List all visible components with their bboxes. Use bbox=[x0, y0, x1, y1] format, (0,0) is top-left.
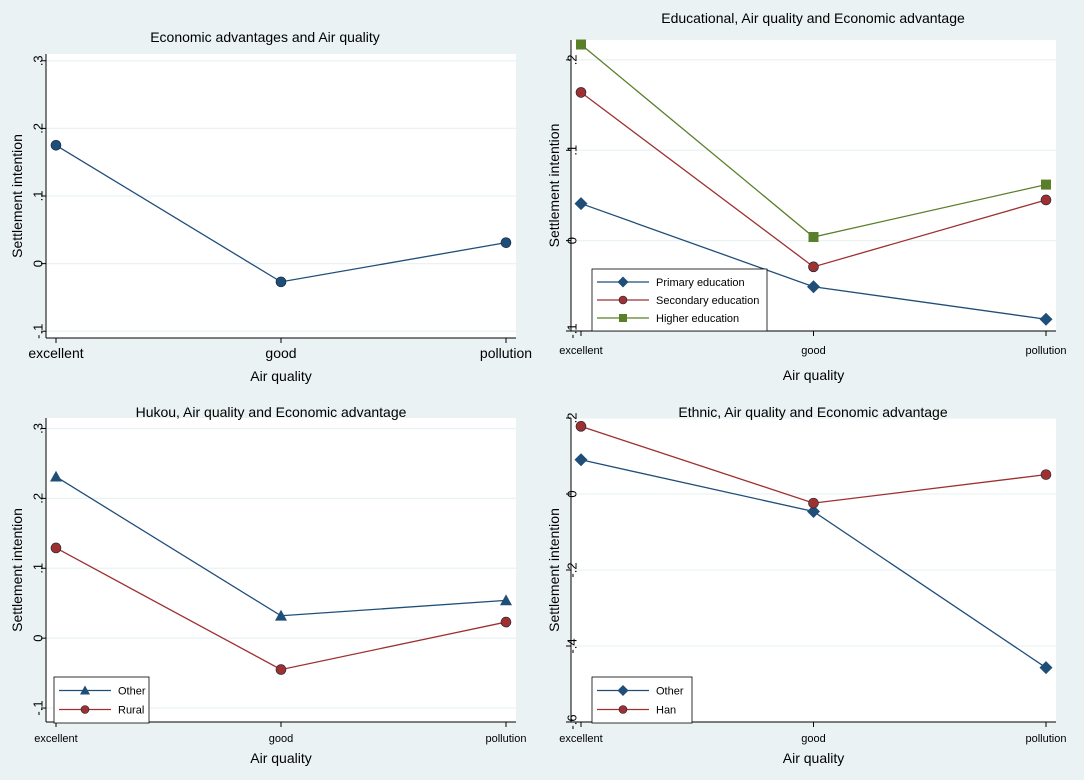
data-point bbox=[808, 497, 819, 509]
x-tick-label: pollution bbox=[486, 733, 527, 745]
y-tick-label: 0 bbox=[30, 260, 45, 267]
x-axis-label: Air quality bbox=[250, 368, 311, 384]
data-point bbox=[807, 504, 820, 518]
legend-label: Han bbox=[656, 705, 676, 717]
data-point bbox=[1041, 179, 1051, 190]
data-point bbox=[575, 87, 587, 98]
x-tick-label: good bbox=[265, 345, 296, 361]
y-tick-label: -.1 bbox=[30, 324, 45, 339]
plot-area bbox=[46, 418, 516, 722]
y-tick-label: .2 bbox=[564, 413, 579, 424]
data-point bbox=[575, 421, 587, 432]
y-axis-label: Settlement intention bbox=[9, 508, 25, 632]
y-axis-label: Settlement intention bbox=[546, 508, 562, 632]
data-point bbox=[1040, 469, 1052, 480]
chart-title: Hukou, Air quality and Economic advantag… bbox=[136, 404, 407, 420]
y-axis-label: Settlement intention bbox=[546, 124, 562, 248]
x-tick-label: good bbox=[801, 345, 825, 357]
x-tick-label: excellent bbox=[559, 345, 602, 357]
data-point bbox=[500, 594, 512, 606]
legend-label: Rural bbox=[118, 705, 144, 717]
y-tick-label: .1 bbox=[30, 563, 45, 574]
y-tick-label: 0 bbox=[564, 490, 579, 497]
data-point bbox=[807, 280, 820, 294]
y-axis-label: Settlement intention bbox=[9, 134, 25, 258]
legend: Primary education Secondary education High… bbox=[591, 268, 768, 332]
legend-label: Higher education bbox=[656, 313, 739, 325]
data-point bbox=[574, 197, 588, 211]
data-point bbox=[275, 664, 287, 675]
data-point bbox=[50, 139, 62, 151]
data-point bbox=[1039, 661, 1053, 675]
x-tick-label: pollution bbox=[1026, 733, 1067, 745]
y-tick-label: 0 bbox=[564, 237, 579, 244]
chart-title: Ethnic, Air quality and Economic advanta… bbox=[678, 404, 947, 420]
legend-marker bbox=[618, 295, 628, 305]
data-point bbox=[808, 261, 819, 273]
data-point bbox=[50, 470, 62, 482]
x-tick-label: pollution bbox=[480, 345, 532, 361]
legend: Other Han bbox=[591, 676, 693, 724]
data-point bbox=[275, 609, 287, 621]
data-point bbox=[576, 39, 586, 50]
y-tick-label: .2 bbox=[30, 123, 45, 134]
data-point bbox=[1039, 312, 1053, 326]
y-tick-label: -.2 bbox=[564, 562, 579, 577]
x-tick-label: good bbox=[801, 733, 825, 745]
y-tick-label: .3 bbox=[30, 55, 45, 66]
x-axis-label: Air quality bbox=[783, 750, 844, 766]
legend-marker bbox=[80, 705, 90, 714]
data-point bbox=[500, 237, 512, 248]
y-tick-label: -.4 bbox=[564, 638, 579, 653]
y-tick-label: .1 bbox=[564, 145, 579, 156]
legend-label: Other bbox=[118, 686, 146, 698]
y-tick-label: .2 bbox=[30, 493, 45, 504]
y-tick-label: .2 bbox=[564, 54, 579, 65]
chart-panel-3: -.1 0 .1 .2 .3 excellent good pollution Hukou, A… bbox=[0, 390, 542, 780]
x-tick-label: excellent bbox=[28, 345, 83, 361]
legend-box bbox=[53, 676, 150, 724]
y-tick-label: .1 bbox=[30, 191, 45, 202]
data-point bbox=[574, 453, 588, 467]
y-tick-label: .3 bbox=[30, 423, 45, 434]
legend-marker bbox=[617, 685, 629, 696]
legend-label: Other bbox=[656, 686, 684, 698]
legend-label: Primary education bbox=[656, 277, 745, 289]
data-point bbox=[500, 616, 512, 628]
y-tick-label: 0 bbox=[30, 635, 45, 642]
chart-title: Educational, Air quality and Economic ad… bbox=[661, 10, 965, 26]
chart-panel-1: -.1 0 .1 .2 .3 excellent good pollution Economic… bbox=[0, 0, 542, 390]
x-axis-label: Air quality bbox=[783, 367, 844, 383]
x-tick-label: excellent bbox=[559, 733, 602, 745]
legend-marker bbox=[617, 276, 629, 288]
data-point bbox=[1040, 194, 1052, 206]
y-tick-label: -.1 bbox=[30, 700, 45, 715]
data-point bbox=[808, 232, 819, 243]
legend-label: Secondary education bbox=[656, 295, 759, 307]
legend-marker bbox=[618, 705, 628, 714]
x-tick-label: pollution bbox=[1026, 345, 1067, 357]
legend-marker bbox=[619, 314, 627, 322]
x-tick-label: good bbox=[269, 733, 293, 745]
x-tick-label: excellent bbox=[34, 733, 77, 745]
data-point bbox=[50, 542, 62, 554]
legend-box bbox=[591, 676, 693, 724]
chart-title: Economic advantages and Air quality bbox=[150, 29, 380, 45]
data-point bbox=[275, 276, 287, 288]
legend: Other Rural bbox=[53, 676, 150, 724]
legend-marker bbox=[80, 685, 90, 695]
x-axis-label: Air quality bbox=[250, 750, 311, 766]
